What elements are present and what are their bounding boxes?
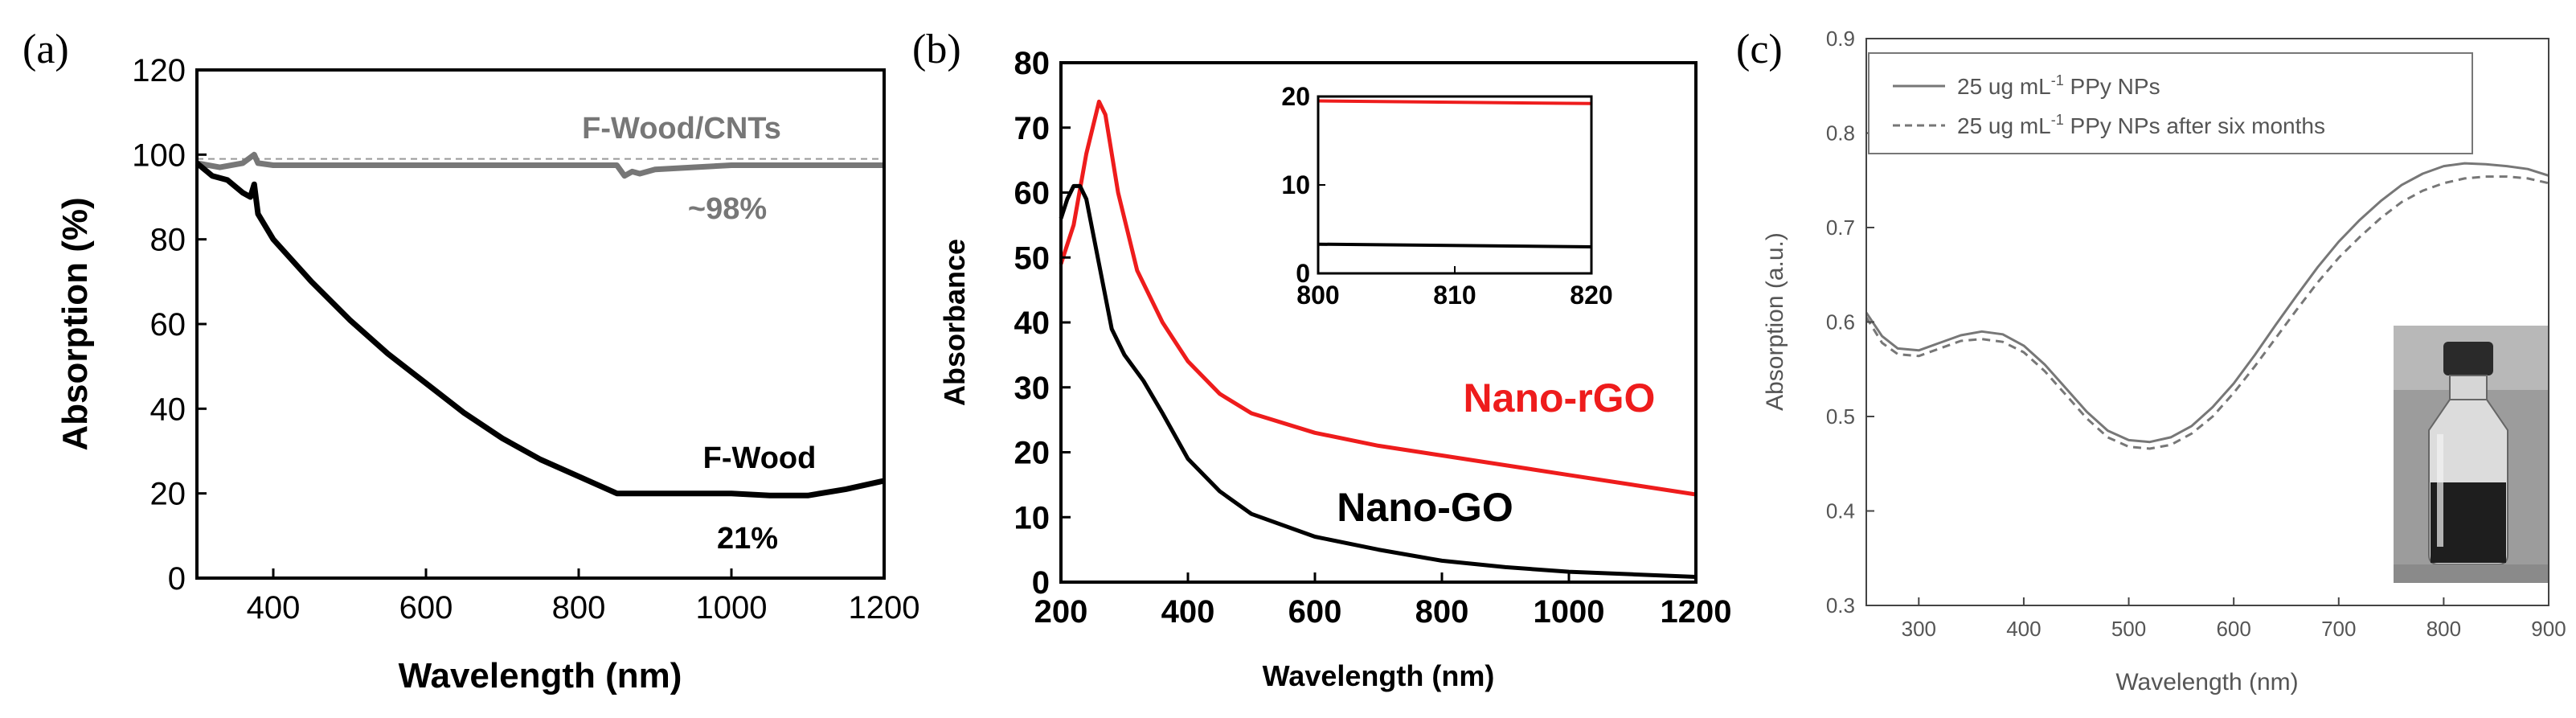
panel-b-x-tick-label: 600	[1288, 594, 1342, 630]
panel-b-inset-series-nano-go	[1317, 242, 1592, 248]
panel-b-inset-y-tick-label: 0	[1296, 259, 1310, 288]
panel-b-chart: (b) 200 400 600 800 1000 12000102030405060708…	[912, 27, 1731, 692]
legend-entry-dashed: 25 ug mL-1 PPy NPs after six months	[1957, 112, 2325, 138]
panel-b-y-tick-label: 40	[1014, 306, 1050, 341]
panel-c-y-tick-label: 0.5	[1826, 404, 1855, 429]
panel-b-x-tick-label: 1000	[1534, 594, 1605, 630]
panel-b-inset-x-tick-label: 820	[1570, 281, 1612, 310]
panel-c-x-tick-label: 400	[2006, 617, 2041, 641]
panel-b-inset-chart: 800 810 820 0 10 20	[1281, 82, 1612, 310]
panel-a-x-tick-label: 1200	[849, 590, 920, 626]
panel-b-y-tick-label: 10	[1014, 500, 1050, 535]
annotation-nano-go: Nano-GO	[1337, 485, 1513, 530]
panel-c-x-tick-label: 700	[2321, 617, 2356, 641]
panel-b-x-tick-label: 800	[1415, 594, 1469, 630]
panel-a-y-tick-label: 40	[150, 392, 186, 427]
panel-c-y-tick-label: 0.9	[1826, 27, 1855, 51]
panel-b-x-tick-label: 200	[1034, 594, 1088, 630]
panel-a-x-tick-label: 600	[399, 590, 453, 626]
panel-b-y-tick-label: 60	[1014, 176, 1050, 211]
panel-a-y-tick-label: 0	[168, 561, 186, 597]
vial-cap	[2443, 342, 2493, 375]
panel-a-series-f-wood-cnts	[196, 151, 884, 179]
panel-b-x-axis-label: Wavelength (nm)	[1263, 659, 1495, 692]
panel-a-label: (a)	[23, 27, 69, 72]
panel-c-x-axis-label: Wavelength (nm)	[2115, 669, 2298, 695]
panel-b-inset-y-tick-label: 20	[1281, 82, 1310, 111]
annotation-fwood-cnts: F-Wood/CNTs	[582, 112, 781, 146]
panel-b-y-tick-label: 30	[1014, 371, 1050, 406]
vial-highlight	[2437, 434, 2443, 547]
panel-b-series-nano-go	[1059, 183, 1697, 579]
panel-c-x-tick-label: 300	[1902, 617, 1936, 641]
panel-b-y-tick-label: 80	[1014, 46, 1050, 81]
panel-a-y-tick-label: 120	[132, 53, 186, 88]
panel-c-y-axis-label: Absorption (a.u.)	[1762, 232, 1788, 411]
panel-b-y-tick-label: 50	[1014, 240, 1050, 276]
inset-background	[1310, 84, 1593, 279]
panel-c-y-tick-label: 0.7	[1826, 215, 1855, 240]
panel-c-y-tick-label: 0.3	[1826, 593, 1855, 617]
panel-a-y-tick-label: 80	[150, 223, 186, 258]
panel-c-x-tick-label: 900	[2531, 617, 2566, 641]
annotation-nano-rgo: Nano-rGO	[1464, 375, 1656, 421]
panel-c-x-tick-label: 600	[2216, 617, 2250, 641]
panel-a-x-tick-label: 800	[552, 590, 606, 626]
panel-a-x-axis-label: Wavelength (nm)	[399, 656, 682, 695]
panel-c-series-25-ug-ml-1-ppy-nps-after-six-months	[1865, 175, 2549, 450]
panel-a-y-tick-label: 60	[150, 307, 186, 343]
annotation-98-percent: ~98%	[688, 192, 767, 226]
panel-a-series-f-wood	[195, 161, 885, 498]
panel-c-series-25-ug-ml-1-ppy-nps	[1865, 162, 2549, 444]
panel-a-x-tick-label: 1000	[696, 590, 768, 626]
panel-c-legend: 25 ug mL-1 PPy NPs 25 ug mL-1 PPy NPs af…	[1868, 52, 2473, 154]
panel-a-chart: (a) 400 600 800 1000 1200 0 20 40 60 80 100 120 Wav…	[23, 27, 919, 695]
panel-b-inset-x-tick-label: 810	[1433, 281, 1476, 310]
panel-a-x-tick-label: 400	[247, 590, 301, 626]
annotation-21-percent: 21%	[717, 522, 778, 556]
vial-neck	[2449, 375, 2488, 400]
panel-b-y-tick-label: 70	[1014, 111, 1050, 146]
panel-c-y-tick-label: 0.8	[1826, 121, 1855, 146]
photo-table	[2394, 564, 2548, 583]
panel-b-y-axis-label: Absorbance	[938, 239, 971, 406]
panel-b-y-tick-label: 20	[1014, 436, 1050, 471]
annotation-fwood: F-Wood	[703, 441, 817, 475]
panel-c-y-tick-label: 0.4	[1826, 499, 1855, 523]
legend-box	[1868, 52, 2473, 154]
panel-c-y-tick-label: 0.6	[1826, 310, 1855, 334]
panel-b-x-tick-label: 400	[1161, 594, 1215, 630]
panel-a-y-tick-label: 100	[132, 137, 186, 173]
panel-b-label: (b)	[912, 27, 961, 72]
panel-c-chart: (c) 300 400 500 600 700 800 900 0.3 0.4 0.5 0.6 0.7…	[1736, 27, 2566, 695]
panel-b-series-nano-rgo	[1059, 99, 1697, 497]
panel-c-x-tick-label: 500	[2111, 617, 2146, 641]
panel-b-inset-series-nano-rgo	[1317, 99, 1592, 105]
panel-a-y-tick-label: 20	[150, 477, 186, 512]
inset-photo-vial	[2394, 326, 2548, 583]
panel-c-x-tick-label: 800	[2427, 617, 2461, 641]
legend-entry-solid: 25 ug mL-1 PPy NPs	[1957, 72, 2160, 99]
panel-b-inset-x-tick-label: 800	[1296, 281, 1339, 310]
panel-b-x-tick-label: 1200	[1661, 594, 1732, 630]
panel-a-y-axis-label: Absorption (%)	[55, 197, 95, 450]
panel-b-y-tick-label: 0	[1032, 565, 1050, 601]
panel-b-inset-y-tick-label: 10	[1281, 170, 1310, 199]
panel-c-label: (c)	[1736, 27, 1783, 72]
